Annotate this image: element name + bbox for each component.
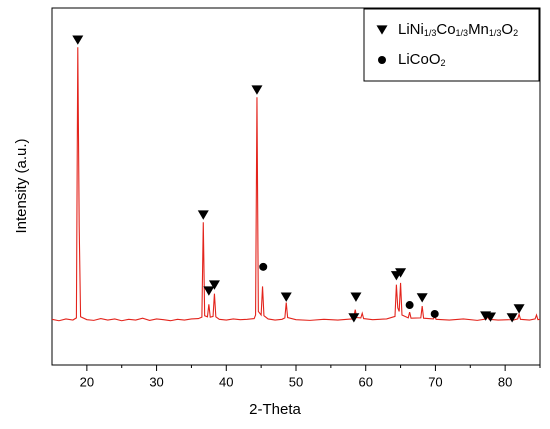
peak-marker <box>430 309 439 318</box>
x-tick-label: 50 <box>289 374 303 389</box>
peak-marker <box>405 301 414 310</box>
peak-marker <box>485 312 497 322</box>
peak-marker <box>251 85 263 95</box>
x-tick-label: 60 <box>358 374 372 389</box>
peak-marker <box>506 313 518 323</box>
peak-marker <box>259 262 268 271</box>
legend-label: LiCoO2 <box>398 51 446 68</box>
peak-marker <box>197 210 209 220</box>
peak-marker <box>280 292 292 302</box>
peak-marker <box>203 286 215 296</box>
spectrum-line <box>51 47 541 322</box>
x-tick-label: 70 <box>428 374 442 389</box>
x-tick-label: 80 <box>498 374 512 389</box>
peak-marker <box>350 292 362 302</box>
peak-marker <box>416 293 428 303</box>
x-tick-label: 40 <box>219 374 233 389</box>
peak-marker <box>395 268 407 278</box>
peak-marker <box>348 313 360 323</box>
peak-marker <box>208 280 220 290</box>
legend-symbol <box>376 25 388 35</box>
peak-marker <box>513 304 525 314</box>
y-axis-label: Intensity (a.u.) <box>13 138 30 233</box>
legend-label: LiNi1/3Co1/3Mn1/3O2 <box>398 21 518 38</box>
legend-symbol <box>378 56 386 64</box>
peak-marker <box>72 35 84 45</box>
x-axis-label: 2-Theta <box>249 401 301 418</box>
x-tick-label: 30 <box>149 374 163 389</box>
x-tick-label: 20 <box>80 374 94 389</box>
legend-box <box>363 8 540 82</box>
